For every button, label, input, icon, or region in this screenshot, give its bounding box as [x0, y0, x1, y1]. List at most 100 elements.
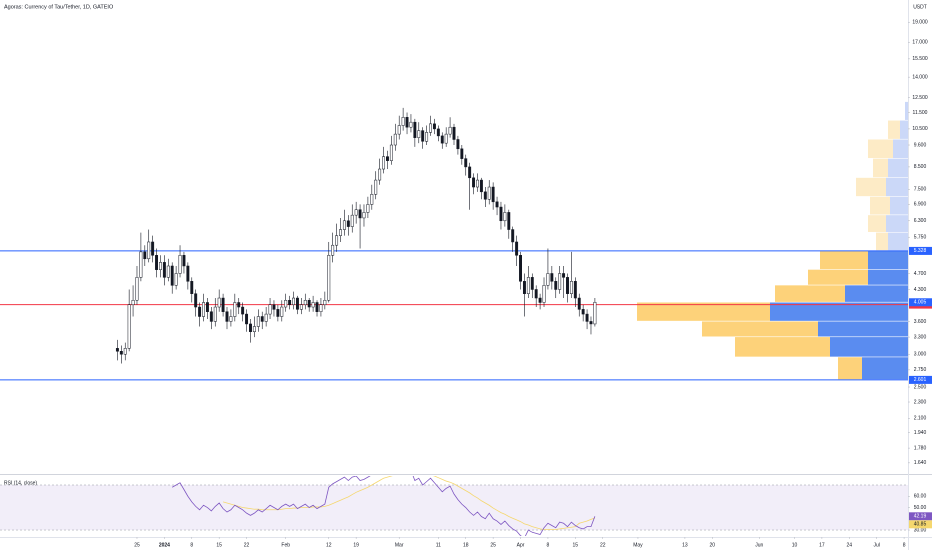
x-tick-label: Jun — [755, 542, 763, 548]
candle-body — [472, 177, 476, 188]
x-tick-label: Apr — [517, 542, 525, 548]
candle-body — [464, 158, 468, 168]
y-tick-label: 15.500 — [912, 56, 928, 62]
candle-body — [526, 277, 530, 294]
candle-body — [585, 313, 589, 322]
x-tick-label: 12 — [326, 542, 332, 548]
candle-body — [440, 135, 444, 144]
candle-body — [115, 348, 119, 352]
rsi-line — [172, 476, 596, 536]
candle-body — [503, 212, 507, 222]
candle-body — [522, 281, 526, 294]
y-tick-label: 2.500 — [914, 384, 927, 390]
y-tick-label: 1.780 — [914, 445, 927, 451]
rsi-band-fill — [0, 485, 908, 531]
rsi-label: RSI (14, close) — [4, 480, 37, 486]
volume-profile-down — [900, 120, 908, 139]
volume-profile-down — [830, 337, 908, 357]
x-tick-label: 22 — [600, 542, 606, 548]
y-tick-label: 2.300 — [914, 399, 927, 405]
candle-body — [319, 304, 323, 312]
candle-body — [174, 273, 178, 286]
candle-body — [178, 255, 182, 274]
candle-body — [264, 313, 268, 322]
rsi-ma-value-label: 40.85 — [914, 522, 927, 528]
y-tick-label: 11.500 — [913, 110, 928, 116]
candle-body — [131, 299, 135, 305]
candle-body — [487, 186, 491, 200]
volume-profile-up — [873, 158, 888, 178]
price-line-label: 2.601 — [914, 377, 927, 383]
volume-profile-down — [886, 177, 908, 197]
candle-body — [554, 281, 558, 290]
volume-profile-up — [808, 269, 868, 285]
candle-body — [499, 206, 503, 222]
candle-body — [378, 168, 382, 181]
candle-body — [511, 229, 515, 243]
candle-body — [452, 126, 456, 140]
candle-body — [249, 323, 252, 332]
candle-body — [350, 214, 354, 227]
x-tick-label: 20 — [710, 542, 716, 548]
x-tick-label: Jul — [873, 542, 879, 548]
candle-body — [268, 304, 272, 315]
y-tick-label: 17.000 — [912, 40, 928, 46]
candle-body — [425, 132, 429, 142]
candle-body — [245, 313, 249, 325]
candle-body — [155, 255, 159, 270]
candle-body — [217, 297, 221, 308]
volume-profile-down — [770, 302, 908, 321]
candle-body — [205, 302, 209, 312]
candle-body — [382, 156, 386, 170]
candle-body — [147, 241, 151, 260]
candle-body — [476, 179, 479, 188]
candle-body — [166, 265, 170, 278]
volume-profile-down — [893, 139, 908, 159]
candle-body — [342, 220, 346, 230]
candle-body — [295, 297, 299, 310]
volume-profile-up — [820, 250, 868, 270]
candle-body — [581, 309, 585, 315]
candle-body — [507, 212, 511, 230]
x-tick-label: 8 — [190, 542, 193, 548]
volume-profile-up — [876, 232, 888, 251]
candle-body — [444, 133, 448, 144]
rsi-value-label: 42.19 — [914, 514, 927, 520]
candle-body — [276, 309, 280, 317]
candle-body — [448, 126, 452, 135]
volume-profile-up — [775, 285, 845, 302]
candle-body — [354, 209, 358, 216]
volume-profile-up — [702, 321, 818, 337]
x-tick-label: Mar — [395, 542, 404, 548]
volume-profile-down — [886, 215, 908, 232]
candle-body — [311, 302, 315, 308]
candle-body — [339, 229, 342, 236]
y-tick-label: 9.600 — [914, 142, 927, 148]
candle-body — [569, 281, 573, 294]
y-tick-label: 14.000 — [912, 74, 928, 80]
candle-body — [577, 297, 581, 310]
volume-profile-down — [818, 321, 908, 337]
rsi-y-tick-label: 60.00 — [914, 494, 927, 500]
x-tick-label: 25 — [134, 542, 140, 548]
volume-profile-down — [888, 158, 908, 178]
candle-body — [315, 302, 319, 312]
volume-profile-up — [868, 139, 893, 159]
candle-body — [225, 311, 229, 322]
y-tick-label: 4.700 — [914, 271, 927, 277]
candle-body — [546, 273, 550, 286]
candle-body — [389, 144, 393, 161]
candle-body — [221, 297, 225, 312]
candle-body — [515, 241, 519, 256]
candle-body — [151, 241, 155, 256]
rsi-ma-value-label-box — [909, 520, 932, 529]
candle-body — [436, 128, 440, 137]
chart-title: Agoras: Currency of Tau/Tether, 1D, GATE… — [4, 4, 114, 10]
main-pane — [0, 101, 908, 381]
volume-profile-up — [637, 302, 770, 321]
x-tick-label: 19 — [353, 542, 359, 548]
candle-body — [194, 293, 198, 308]
candle-body — [542, 285, 546, 303]
candle-body — [362, 212, 366, 219]
